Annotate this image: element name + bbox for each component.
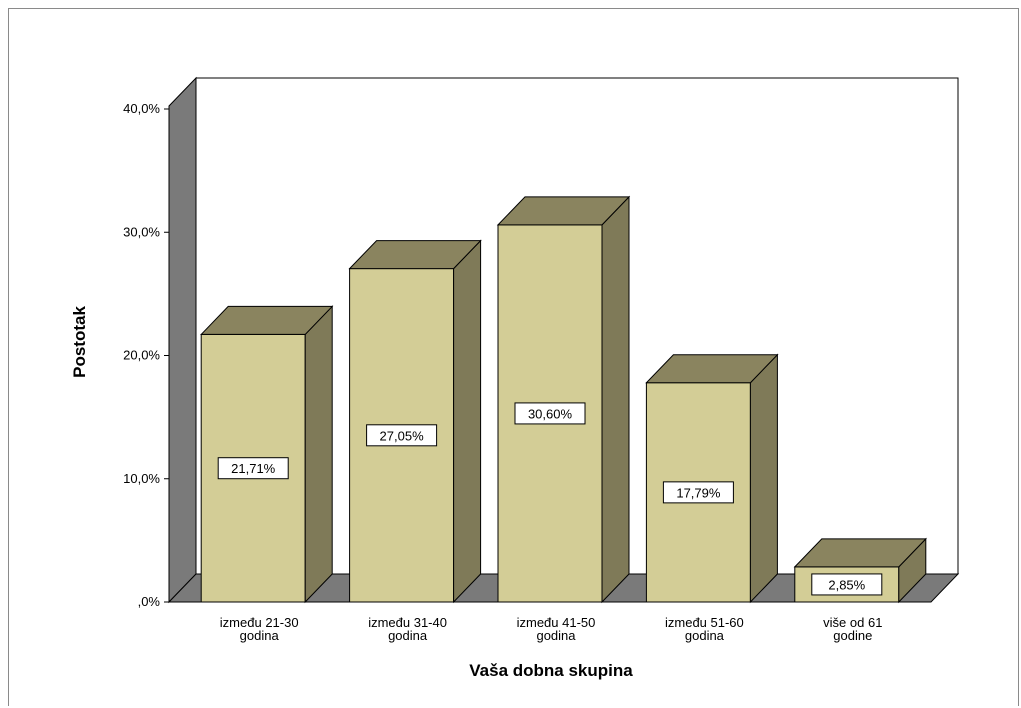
x-tick-label: više od 61 — [823, 615, 882, 630]
y-axis-title: Postotak — [70, 306, 89, 378]
x-tick-label: između 31-40 — [368, 615, 447, 630]
y-tick-label: 30,0% — [123, 224, 160, 239]
x-tick-label: godine — [833, 628, 872, 643]
data-label-box — [811, 573, 883, 596]
bar-top — [645, 354, 779, 384]
bar-top — [793, 538, 927, 568]
x-tick-label: godina — [240, 628, 280, 643]
bar-side — [453, 239, 482, 604]
bar: 2,85% — [793, 537, 927, 604]
data-label: 30,60% — [528, 406, 573, 421]
x-tick-label: između 41-50 — [517, 615, 596, 630]
y-tick-label: ,0% — [138, 594, 161, 609]
left-wall — [168, 76, 197, 604]
x-tick-label: godina — [536, 628, 576, 643]
y-tick-label: 10,0% — [123, 471, 160, 486]
data-label: 21,71% — [231, 461, 276, 476]
bar: 27,05% — [348, 239, 482, 604]
y-tick-label: 20,0% — [123, 348, 160, 363]
bar: 30,60% — [496, 195, 631, 604]
x-axis-title: Vaša dobna skupina — [469, 661, 633, 680]
chart-frame — [8, 8, 1019, 706]
bar-side — [601, 195, 630, 604]
bar: 17,79% — [645, 353, 779, 604]
bar-top — [496, 196, 631, 226]
data-label: 27,05% — [380, 428, 425, 443]
bar: 21,71% — [200, 305, 334, 604]
data-label: 17,79% — [676, 485, 721, 500]
data-label-box — [662, 481, 734, 504]
data-label-box — [366, 424, 438, 447]
data-label-box — [514, 402, 586, 425]
bar-side — [304, 305, 333, 604]
bar-top — [200, 305, 334, 335]
bar-top — [348, 240, 482, 270]
x-tick-label: između 21-30 — [220, 615, 299, 630]
x-tick-label: između 51-60 — [665, 615, 744, 630]
data-label-box — [217, 457, 289, 480]
bar-side — [749, 353, 778, 604]
x-tick-label: godina — [388, 628, 428, 643]
x-tick-label: godina — [685, 628, 725, 643]
y-tick-label: 40,0% — [123, 101, 160, 116]
data-label: 2,85% — [828, 577, 865, 592]
